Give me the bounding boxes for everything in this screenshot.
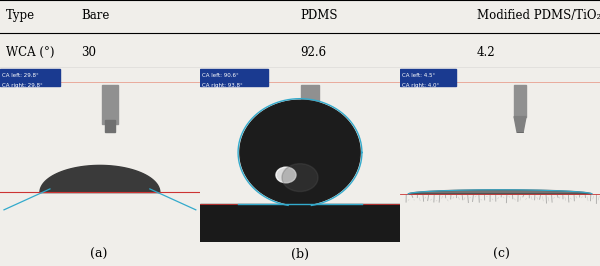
Text: WCA (°): WCA (°): [6, 46, 55, 59]
Text: PDMS: PDMS: [300, 9, 337, 22]
Text: CA right: 93.8°: CA right: 93.8°: [202, 83, 242, 88]
Polygon shape: [408, 190, 592, 194]
Bar: [514, 85, 526, 117]
Polygon shape: [514, 117, 526, 132]
Text: Bare: Bare: [81, 9, 109, 22]
Bar: [102, 85, 118, 124]
Bar: [400, 69, 456, 86]
Polygon shape: [40, 165, 160, 192]
Text: (b): (b): [291, 248, 309, 260]
Text: 30: 30: [81, 46, 96, 59]
Text: CA right: 4.0°: CA right: 4.0°: [402, 83, 439, 88]
Text: CA left: 29.8°: CA left: 29.8°: [2, 73, 39, 78]
Bar: [105, 120, 115, 132]
Bar: [0, 69, 60, 86]
Ellipse shape: [276, 167, 296, 183]
Text: Modified PDMS/TiO₂: Modified PDMS/TiO₂: [477, 9, 600, 22]
Text: CA left: 4.5°: CA left: 4.5°: [402, 73, 436, 78]
Text: CA left: 90.6°: CA left: 90.6°: [202, 73, 239, 78]
Bar: [301, 85, 319, 124]
Text: CA right: 29.8°: CA right: 29.8°: [2, 83, 43, 88]
Bar: [200, 69, 268, 86]
Ellipse shape: [282, 164, 318, 192]
Text: 92.6: 92.6: [300, 46, 326, 59]
Text: (a): (a): [91, 248, 107, 260]
Text: 4.2: 4.2: [477, 46, 496, 59]
Bar: [304, 120, 316, 132]
Bar: [200, 204, 400, 242]
Text: (c): (c): [493, 248, 509, 260]
Polygon shape: [240, 100, 360, 204]
Text: Type: Type: [6, 9, 35, 22]
